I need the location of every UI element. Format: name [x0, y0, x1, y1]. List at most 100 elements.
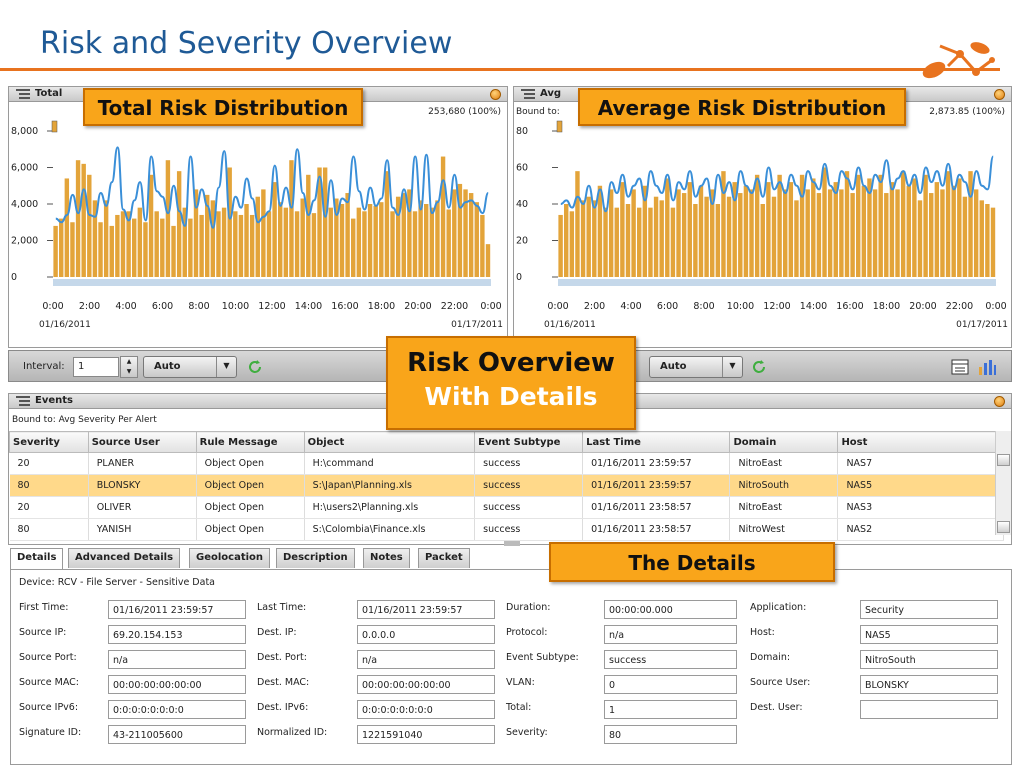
- x-tick-label: 10:00: [222, 301, 249, 312]
- tab-advanced-details[interactable]: Advanced Details: [68, 548, 181, 568]
- close-icon[interactable]: [994, 89, 1005, 100]
- close-icon[interactable]: [490, 89, 501, 100]
- column-header[interactable]: Object: [303, 431, 476, 453]
- interval-stepper[interactable]: ▲ ▼: [120, 356, 138, 378]
- bar: [440, 156, 446, 277]
- bar: [872, 189, 878, 277]
- field-value[interactable]: 0: [604, 675, 737, 694]
- table-view-icon[interactable]: [951, 359, 969, 375]
- interval-input[interactable]: 1: [73, 357, 119, 377]
- field-value[interactable]: n/a: [357, 650, 495, 669]
- field-value[interactable]: 00:00:00:00:00:00: [357, 675, 495, 694]
- table-cell: success: [474, 496, 584, 519]
- column-header[interactable]: Event Subtype: [474, 431, 584, 453]
- resize-handle[interactable]: [504, 541, 520, 546]
- bar: [788, 182, 794, 277]
- tab-geolocation[interactable]: Geolocation: [189, 548, 271, 568]
- callout-line: Risk Overview: [407, 348, 615, 378]
- scroll-down-icon[interactable]: [997, 521, 1010, 533]
- table-cell: 01/16/2011 23:59:57: [582, 474, 731, 497]
- field-label: Duration:: [506, 602, 551, 613]
- field-value[interactable]: Security: [860, 600, 998, 619]
- field-value[interactable]: 00:00:00.000: [604, 600, 737, 619]
- bar: [345, 193, 350, 277]
- field-value[interactable]: n/a: [108, 650, 246, 669]
- tab-notes[interactable]: Notes: [363, 548, 410, 568]
- chevron-down-icon[interactable]: ▼: [722, 357, 742, 377]
- list-icon[interactable]: [16, 89, 30, 99]
- table-cell: 01/16/2011 23:58:57: [582, 518, 731, 541]
- table-row[interactable]: 80 YANISH Object Open S:\Colombia\Finance.x…: [9, 518, 1004, 541]
- column-header[interactable]: Domain: [729, 431, 839, 453]
- column-header[interactable]: Rule Message: [195, 431, 305, 453]
- field-value[interactable]: BLONSKY: [860, 675, 998, 694]
- field-value[interactable]: success: [604, 650, 737, 669]
- auto-select-right[interactable]: Auto ▼: [649, 356, 743, 378]
- date-start-label: 01/16/2011: [544, 320, 596, 330]
- field-value[interactable]: 0:0:0:0:0:0:0:0: [108, 700, 246, 719]
- x-tick-label: 14:00: [800, 301, 827, 312]
- bar: [182, 207, 187, 277]
- bar: [103, 200, 109, 277]
- field-value[interactable]: n/a: [604, 625, 737, 644]
- bar: [468, 193, 474, 277]
- panel-title: Events: [35, 395, 73, 406]
- field-value[interactable]: 69.20.154.153: [108, 625, 246, 644]
- column-header[interactable]: Host: [837, 431, 1004, 453]
- field-value[interactable]: 01/16/2011 23:59:57: [357, 600, 495, 619]
- y-tick-label: 6,000: [11, 163, 38, 174]
- bar: [261, 189, 266, 277]
- field-value[interactable]: 1221591040: [357, 725, 495, 744]
- bar-chart-icon[interactable]: [977, 359, 997, 375]
- table-row[interactable]: 20 OLIVER Object Open H:\users2\Planning.xl…: [9, 496, 1004, 519]
- x-tick-label: 2:00: [79, 301, 100, 312]
- average-risk-chart[interactable]: 0 20 40 60 80 0:00 2:00 4:00 6:00 8:00 10:00 12:00 1…: [514, 117, 1011, 347]
- bar: [435, 200, 440, 277]
- field-value[interactable]: 0.0.0.0: [357, 625, 495, 644]
- bar: [143, 222, 148, 277]
- chevron-down-icon[interactable]: ▼: [216, 357, 236, 377]
- field-value[interactable]: 1: [604, 700, 737, 719]
- field-label: Dest. IPv6:: [257, 702, 309, 713]
- y-tick-label: 0: [516, 272, 522, 283]
- total-risk-chart[interactable]: 0 2,000 4,000 6,000 8,000 0:00 2:00 4:00 6:00 8:0…: [9, 117, 507, 347]
- bar: [822, 167, 827, 277]
- list-icon[interactable]: [521, 89, 535, 99]
- auto-select-left[interactable]: Auto ▼: [143, 356, 237, 378]
- bar: [59, 218, 64, 277]
- table-cell: Object Open: [196, 474, 305, 497]
- tab-packet[interactable]: Packet: [418, 548, 470, 568]
- field-value[interactable]: 80: [604, 725, 737, 744]
- field-value[interactable]: 0:0:0:0:0:0:0:0: [357, 700, 495, 719]
- vertical-scrollbar[interactable]: [995, 431, 1011, 535]
- table-row[interactable]: 80 BLONSKY Object Open S:\Japan\Planning.xl…: [9, 474, 1004, 497]
- column-header[interactable]: Last Time: [582, 431, 731, 453]
- field-value[interactable]: 43-211005600: [108, 725, 246, 744]
- column-header[interactable]: Severity: [9, 431, 89, 453]
- close-icon[interactable]: [994, 396, 1005, 407]
- x-tick-label: 0:00: [42, 301, 63, 312]
- tab-details[interactable]: Details: [10, 548, 64, 570]
- table-row[interactable]: 20 PLANER Object Open H:\command success 01/1…: [9, 452, 1004, 475]
- field-label: Application:: [750, 602, 807, 613]
- field-value[interactable]: 00:00:00:00:00:00: [108, 675, 246, 694]
- field-value[interactable]: NAS5: [860, 625, 998, 644]
- bar: [193, 189, 199, 277]
- bar: [199, 214, 204, 277]
- list-icon[interactable]: [16, 396, 30, 406]
- refresh-icon[interactable]: [247, 359, 263, 375]
- field-value[interactable]: [860, 700, 998, 719]
- refresh-icon[interactable]: [751, 359, 767, 375]
- column-header[interactable]: Source User: [87, 431, 197, 453]
- bar: [794, 200, 799, 277]
- bar: [255, 196, 260, 277]
- field-value[interactable]: 01/16/2011 23:59:57: [108, 600, 246, 619]
- bar: [839, 189, 844, 277]
- bar: [390, 211, 395, 277]
- field-value[interactable]: NitroSouth: [860, 650, 998, 669]
- up-arrow-icon[interactable]: ▲: [126, 358, 132, 365]
- bar: [687, 182, 692, 277]
- scroll-up-icon[interactable]: [997, 454, 1010, 466]
- down-arrow-icon[interactable]: ▼: [126, 368, 132, 375]
- tab-description[interactable]: Description: [276, 548, 355, 568]
